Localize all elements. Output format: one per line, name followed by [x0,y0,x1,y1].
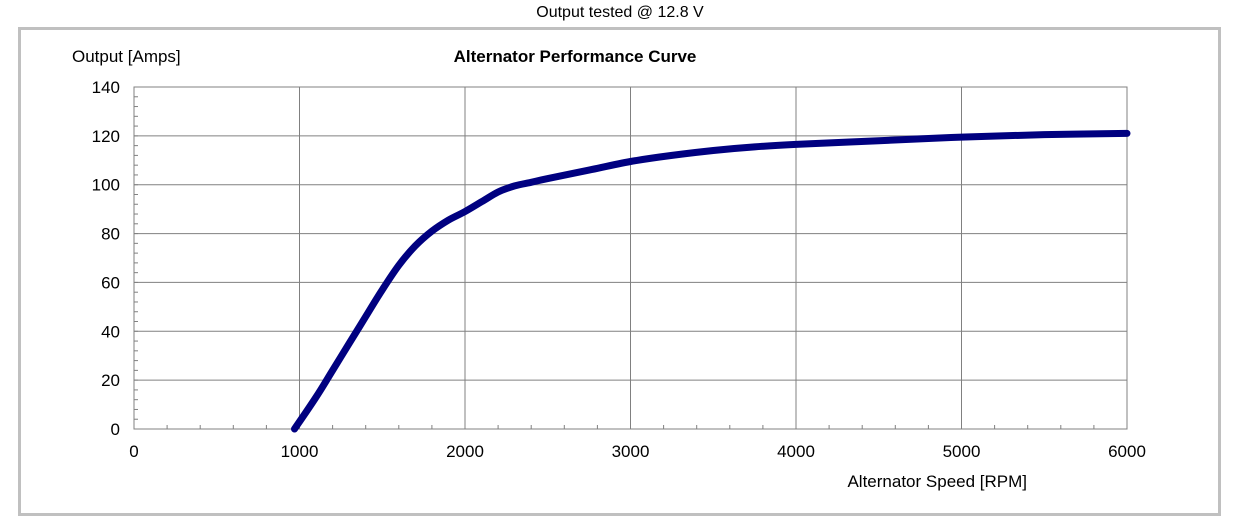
x-tick-label: 5000 [943,442,981,461]
y-tick-label: 80 [101,225,120,244]
y-tick-label: 120 [92,127,120,146]
x-tick-label: 2000 [446,442,484,461]
x-tick-label: 3000 [612,442,650,461]
x-tick-label: 1000 [281,442,319,461]
x-tick-label: 0 [129,442,138,461]
y-tick-label: 40 [101,322,120,341]
y-tick-label: 100 [92,176,120,195]
chart-title: Alternator Performance Curve [454,47,697,66]
y-tick-label: 0 [111,420,120,439]
series-line [291,129,1131,433]
y-tick-label: 60 [101,273,120,292]
minor-ticks [133,86,1128,430]
x-axis-label: Alternator Speed [RPM] [847,472,1027,491]
x-tick-label: 4000 [777,442,815,461]
series-group [291,129,1131,433]
y-tick-label: 20 [101,371,120,390]
chart-frame [18,27,1221,516]
tick-labels: 0 1000 2000 3000 4000 5000 6000 0 20 40 60 80 100 120… [92,78,1146,461]
x-tick-label: 6000 [1108,442,1146,461]
chart-caption: Output tested @ 12.8 V [536,4,704,21]
y-axis-label: Output [Amps] [72,47,181,66]
y-tick-label: 140 [92,78,120,97]
